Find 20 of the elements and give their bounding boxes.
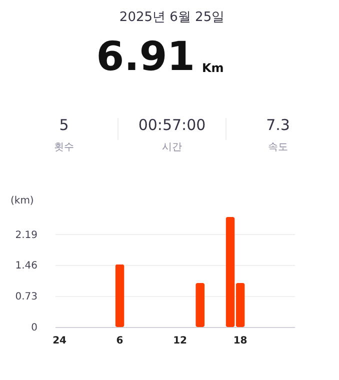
text: 속도 <box>268 142 288 153</box>
bar <box>115 264 124 327</box>
text: 6.91 <box>96 34 195 80</box>
text: Km <box>202 61 224 75</box>
y-axis-title: (km) <box>10 196 34 206</box>
x-tick-label: 12 <box>173 336 188 346</box>
y-tick-label: 1.46 <box>15 260 38 272</box>
x-tick-label: 6 <box>116 336 124 346</box>
text: 5 <box>59 116 69 134</box>
text: 시간 <box>162 142 182 153</box>
x-tick-label: 18 <box>233 336 248 346</box>
chart-title: 2025년 6월 25일 <box>119 10 225 25</box>
y-tick-label: 2.19 <box>15 230 38 241</box>
y-tick-label: 0.73 <box>15 292 38 303</box>
text: 7.3 <box>266 116 290 134</box>
x-tick-label: 24 <box>52 336 67 346</box>
text: 00:57:00 <box>138 116 206 134</box>
bar <box>196 283 205 327</box>
y-tick-label: 0 <box>31 322 38 334</box>
text: 횟수 <box>54 142 74 153</box>
